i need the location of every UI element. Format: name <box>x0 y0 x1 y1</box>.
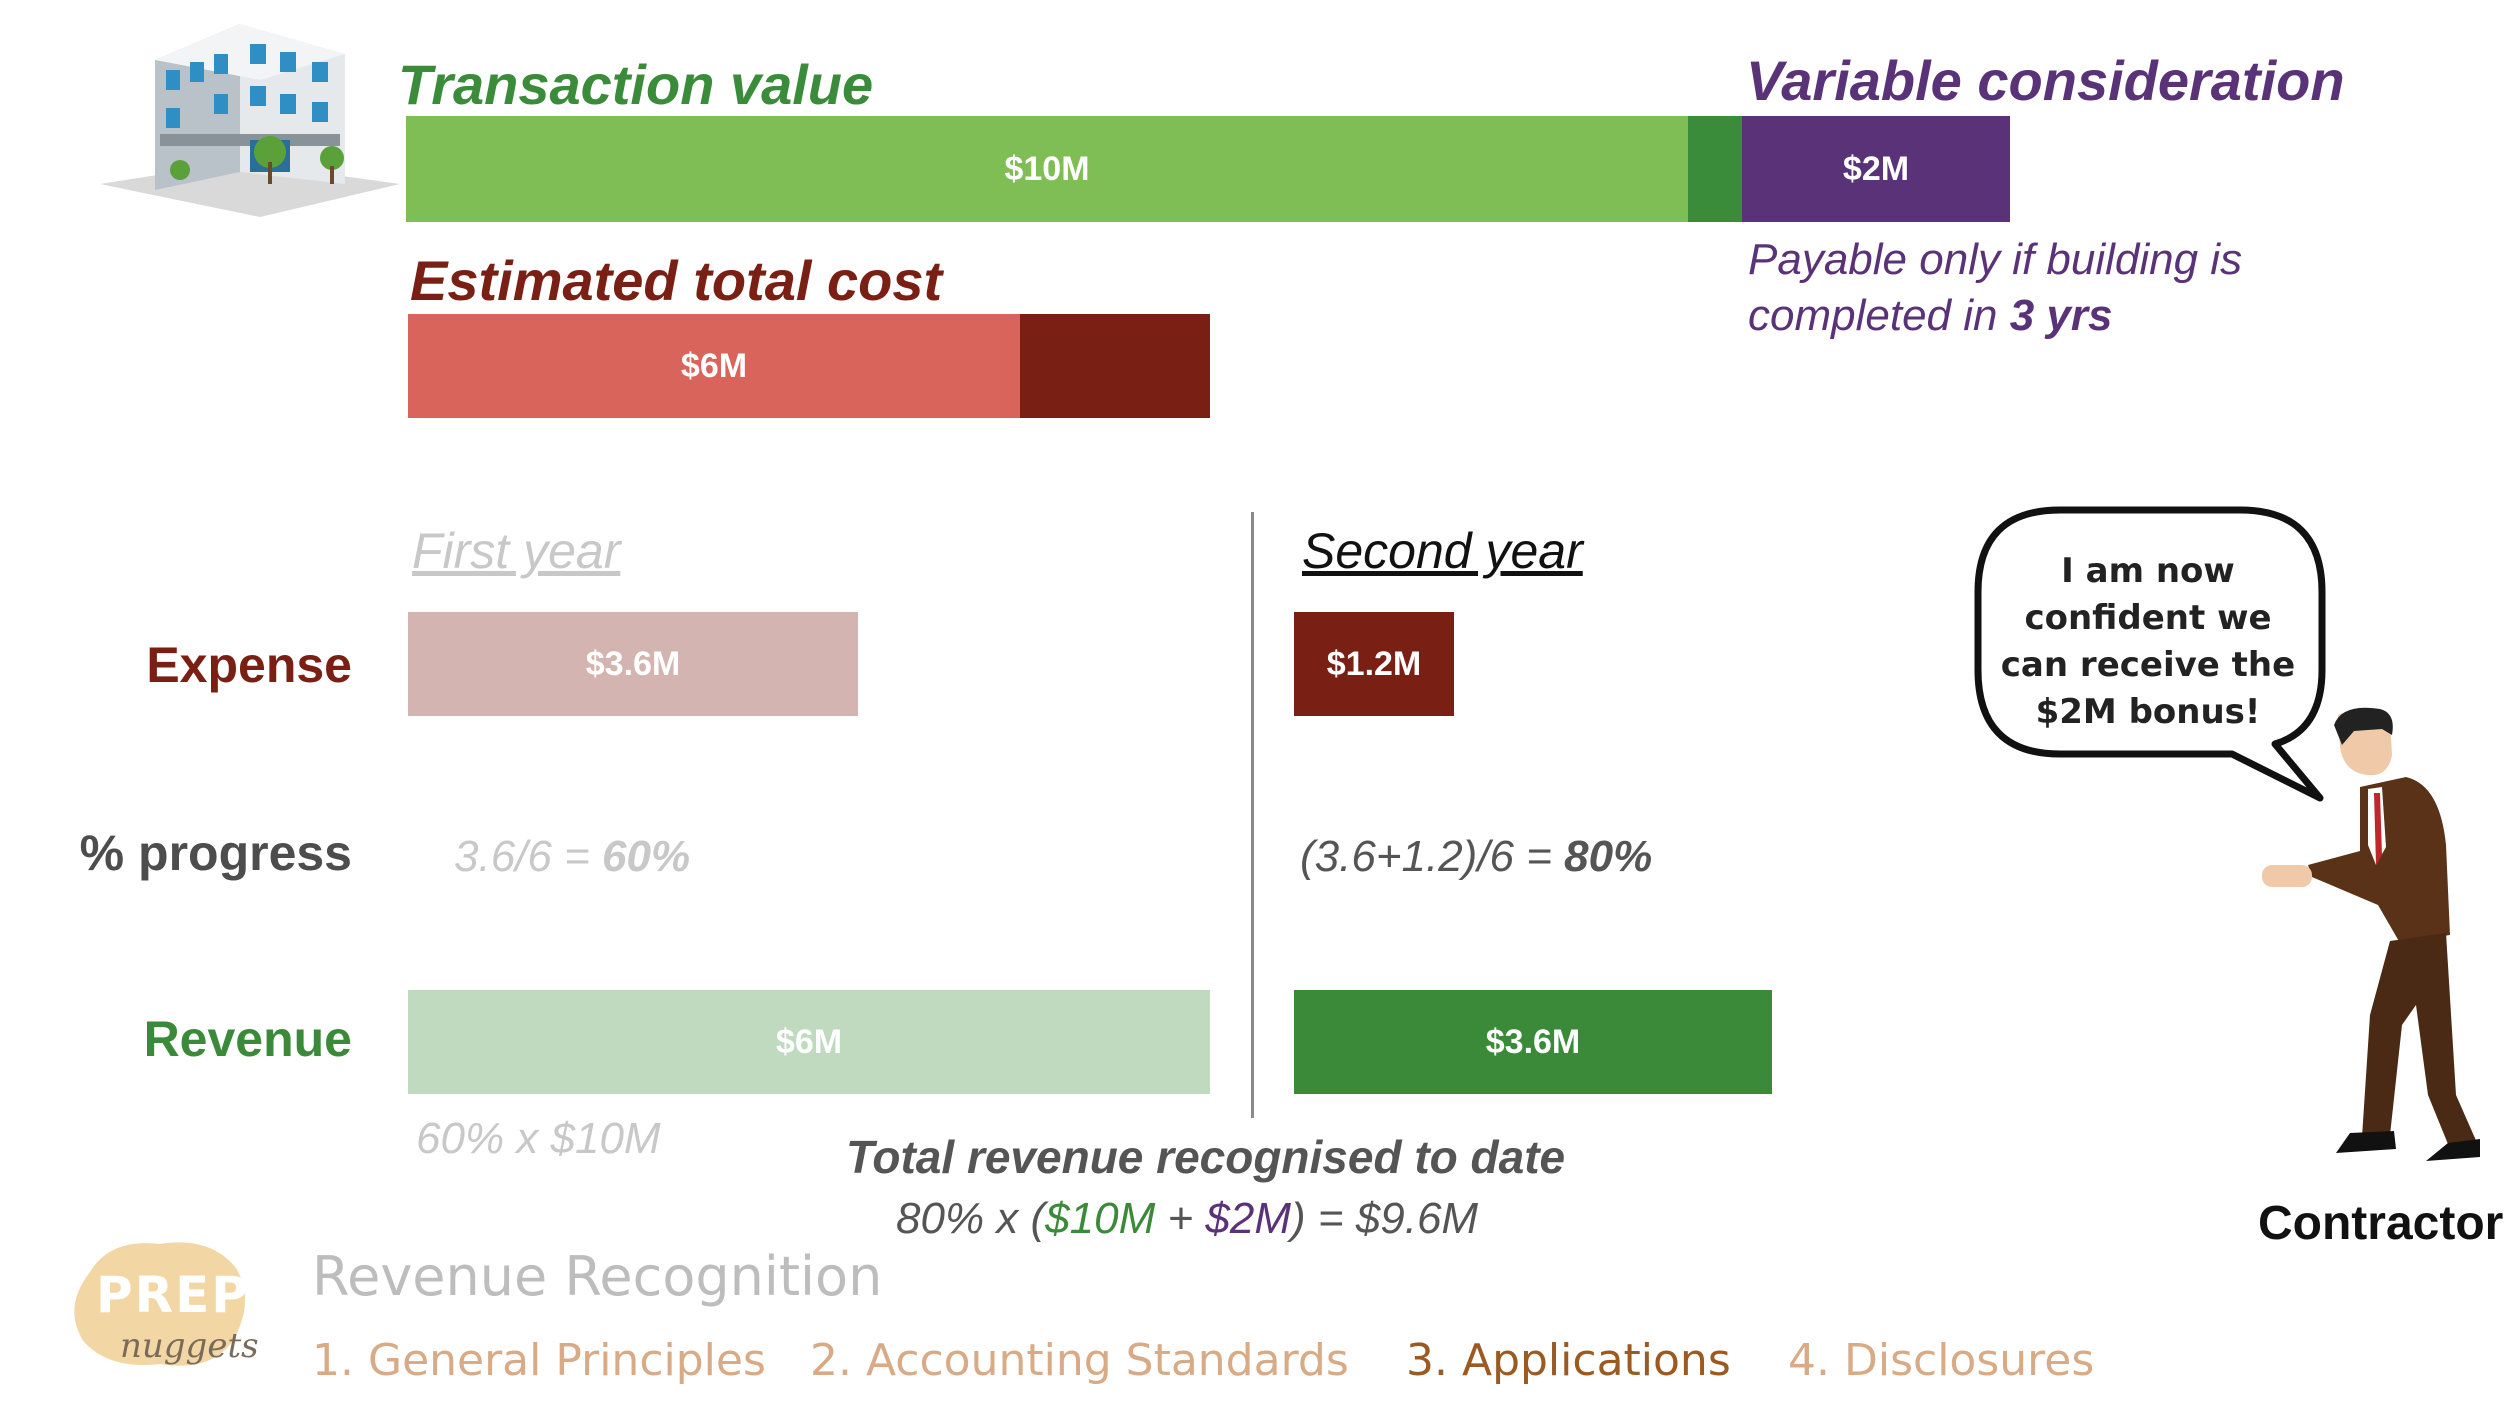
speech-bubble: I am now confident we can receive the $2… <box>1970 502 2330 808</box>
estimated-cost-bar-dark-segment <box>1020 314 1210 418</box>
variable-note-years: 3 yrs <box>2009 291 2113 340</box>
logo-prep-text: PREP <box>96 1266 250 1324</box>
speech-text: I am now confident we can receive the $2… <box>2000 551 2296 732</box>
variable-note-line2: completed in 3 yrs <box>1748 291 2113 340</box>
year2-revenue-bar: $3.6M <box>1294 990 1772 1094</box>
expense-row-label: Expense <box>146 637 352 693</box>
variable-consideration-bar: $2M <box>1742 116 2010 222</box>
year2-expense-bar-label: $1.2M <box>1326 644 1422 683</box>
total-formula-variable: $2M <box>1205 1194 1291 1243</box>
building-icon <box>100 22 400 222</box>
transaction-value-bar: $10M <box>406 116 1688 222</box>
variable-note-line1: Payable only if building is <box>1748 235 2243 284</box>
nav-general-principles[interactable]: 1. General Principles <box>312 1335 766 1386</box>
estimated-cost-bar: $6M <box>408 314 1020 418</box>
year1-progress-formula: 3.6/6 = 60% <box>454 832 691 881</box>
year-divider <box>1251 512 1254 1118</box>
progress-row-label: % progress <box>79 825 352 881</box>
estimated-total-cost-title: Estimated total cost <box>410 249 943 312</box>
year1-revenue-bar: $6M <box>408 990 1210 1094</box>
logo-nuggets-text: nuggets <box>120 1326 259 1366</box>
prep-nuggets-logo: PREP nuggets <box>60 1232 260 1382</box>
transaction-value-bar-label: $10M <box>1004 149 1090 188</box>
revenue-row-label: Revenue <box>143 1011 352 1067</box>
contractor-figure-icon <box>2250 705 2480 1185</box>
nav-applications[interactable]: 3. Applications <box>1406 1335 1731 1386</box>
year2-progress-formula: (3.6+1.2)/6 = 80% <box>1300 832 1653 881</box>
nav-accounting-standards[interactable]: 2. Accounting Standards <box>810 1335 1349 1386</box>
variable-consideration-bar-label: $2M <box>1842 149 1910 188</box>
year2-revenue-bar-label: $3.6M <box>1485 1022 1581 1061</box>
total-revenue-title: Total revenue recognised to date <box>846 1131 1566 1183</box>
year1-expense-bar: $3.6M <box>408 612 858 716</box>
second-year-heading: Second year <box>1302 523 1583 579</box>
year1-expense-bar-label: $3.6M <box>585 644 681 683</box>
year1-revenue-formula: 60% x $10M <box>416 1114 661 1163</box>
contractor-label: Contractor <box>2258 1197 2504 1250</box>
year2-progress-value: 80% <box>1564 832 1653 881</box>
variable-consideration-note: Payable only if building is completed in… <box>1748 232 2242 344</box>
year1-progress-value: 60% <box>602 832 691 881</box>
nav-disclosures[interactable]: 4. Disclosures <box>1788 1335 2095 1386</box>
year2-expense-bar: $1.2M <box>1294 612 1454 716</box>
estimated-cost-bar-label: $6M <box>680 346 748 385</box>
first-year-heading: First year <box>412 523 621 579</box>
transaction-value-title: Transaction value <box>398 53 874 116</box>
course-title: Revenue Recognition <box>312 1245 883 1308</box>
variable-consideration-title: Variable consideration <box>1746 49 2345 112</box>
total-formula-transaction: $10M <box>1045 1194 1156 1243</box>
year1-revenue-bar-label: $6M <box>775 1022 843 1061</box>
transaction-value-bar-dark-segment <box>1688 116 1742 222</box>
total-revenue-formula: 80% x ($10M + $2M) = $9.6M <box>896 1194 1479 1243</box>
